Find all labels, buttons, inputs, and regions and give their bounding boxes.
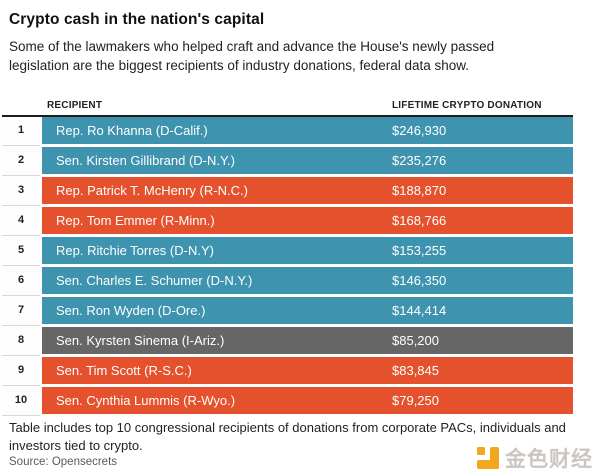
rank-cell: 4	[2, 207, 40, 236]
recipient-bar: Rep. Tom Emmer (R-Minn.) $168,766	[42, 207, 573, 234]
recipient-bar: Sen. Cynthia Lummis (R-Wyo.) $79,250	[42, 387, 573, 414]
rank-cell: 2	[2, 147, 40, 176]
recipient-name: Rep. Tom Emmer (R-Minn.)	[56, 213, 215, 228]
table-row: 10 Sen. Cynthia Lummis (R-Wyo.) $79,250	[2, 387, 573, 417]
recipient-bar: Rep. Ritchie Torres (D-N.Y) $153,255	[42, 237, 573, 264]
recipient-bar: Sen. Kyrsten Sinema (I-Ariz.) $85,200	[42, 327, 573, 354]
donation-value: $85,200	[392, 333, 439, 348]
rank-cell: 7	[2, 297, 40, 326]
table-row: 6 Sen. Charles E. Schumer (D-N.Y.) $146,35…	[2, 267, 573, 297]
table-row: 4 Rep. Tom Emmer (R-Minn.) $168,766	[2, 207, 573, 237]
source-credit: Source: Opensecrets	[9, 456, 118, 468]
table-rows: 1 Rep. Ro Khanna (D-Calif.) $246,930 2 Sen. …	[2, 117, 573, 417]
donation-table: RECIPIENT LIFETIME CRYPTO DONATION 1 Rep.…	[2, 100, 573, 417]
recipient-name: Sen. Kirsten Gillibrand (D-N.Y.)	[56, 153, 235, 168]
donation-value: $246,930	[392, 123, 447, 138]
donation-value: $153,255	[392, 243, 447, 258]
watermark-text: 金色财经	[505, 448, 593, 471]
recipient-bar: Sen. Kirsten Gillibrand (D-N.Y.) $235,276	[42, 147, 573, 174]
rank-cell: 9	[2, 357, 40, 386]
recipient-name: Rep. Ritchie Torres (D-N.Y)	[56, 243, 214, 258]
recipient-bar: Sen. Ron Wyden (D-Ore.) $144,414	[42, 297, 573, 324]
donation-value: $79,250	[392, 393, 439, 408]
recipient-bar: Sen. Charles E. Schumer (D-N.Y.) $146,350	[42, 267, 573, 294]
rank-cell: 3	[2, 177, 40, 206]
rank-cell: 5	[2, 237, 40, 266]
recipient-name: Sen. Tim Scott (R-S.C.)	[56, 363, 192, 378]
table-row: 9 Sen. Tim Scott (R-S.C.) $83,845	[2, 357, 573, 387]
rank-cell: 1	[2, 117, 40, 146]
recipient-name: Sen. Charles E. Schumer (D-N.Y.)	[56, 273, 253, 288]
rank-cell: 6	[2, 267, 40, 296]
column-header-donation: LIFETIME CRYPTO DONATION	[392, 100, 542, 111]
table-row: 8 Sen. Kyrsten Sinema (I-Ariz.) $85,200	[2, 327, 573, 357]
table-row: 3 Rep. Patrick T. McHenry (R-N.C.) $188,87…	[2, 177, 573, 207]
recipient-bar: Rep. Ro Khanna (D-Calif.) $246,930	[42, 117, 573, 144]
donation-value: $144,414	[392, 303, 447, 318]
recipient-name: Sen. Cynthia Lummis (R-Wyo.)	[56, 393, 236, 408]
table-header: RECIPIENT LIFETIME CRYPTO DONATION	[2, 100, 573, 113]
table-row: 1 Rep. Ro Khanna (D-Calif.) $246,930	[2, 117, 573, 147]
recipient-name: Sen. Kyrsten Sinema (I-Ariz.)	[56, 333, 225, 348]
column-header-recipient: RECIPIENT	[47, 100, 103, 111]
donation-value: $235,276	[392, 153, 447, 168]
rank-cell: 8	[2, 327, 40, 356]
table-row: 7 Sen. Ron Wyden (D-Ore.) $144,414	[2, 297, 573, 327]
donation-value: $168,766	[392, 213, 447, 228]
recipient-bar: Rep. Patrick T. McHenry (R-N.C.) $188,870	[42, 177, 573, 204]
page-title: Crypto cash in the nation's capital	[9, 11, 265, 28]
recipient-name: Rep. Patrick T. McHenry (R-N.C.)	[56, 183, 248, 198]
recipient-name: Sen. Ron Wyden (D-Ore.)	[56, 303, 206, 318]
watermark: 金色财经	[477, 443, 593, 473]
donation-value: $146,350	[392, 273, 447, 288]
recipient-name: Rep. Ro Khanna (D-Calif.)	[56, 123, 208, 138]
table-footnote: Table includes top 10 congressional reci…	[9, 420, 566, 454]
donation-value: $188,870	[392, 183, 447, 198]
page-subtitle: Some of the lawmakers who helped craft a…	[9, 39, 495, 74]
recipient-bar: Sen. Tim Scott (R-S.C.) $83,845	[42, 357, 573, 384]
table-row: 2 Sen. Kirsten Gillibrand (D-N.Y.) $235,27…	[2, 147, 573, 177]
jinse-logo-icon	[477, 447, 499, 469]
rank-cell: 10	[2, 387, 40, 416]
table-row: 5 Rep. Ritchie Torres (D-N.Y) $153,255	[2, 237, 573, 267]
header-rule	[2, 115, 573, 117]
donation-value: $83,845	[392, 363, 439, 378]
